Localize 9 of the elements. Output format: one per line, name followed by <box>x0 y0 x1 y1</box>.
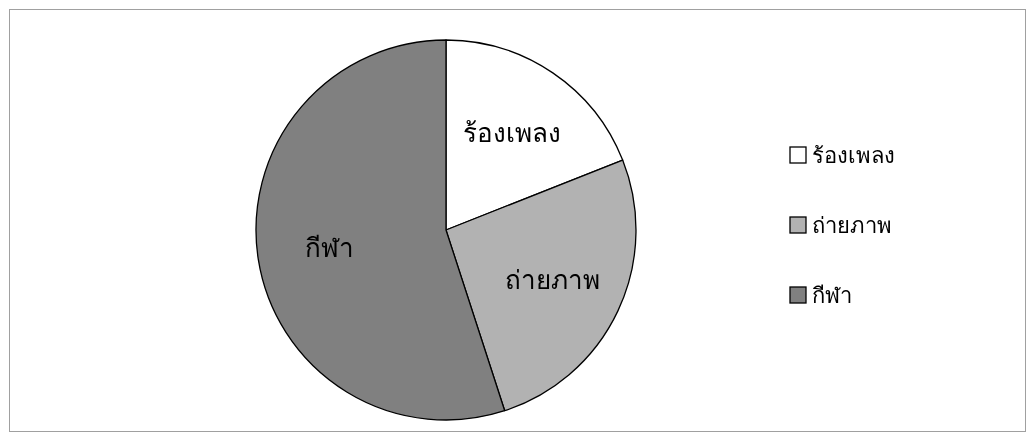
legend-item: ถ่ายภาพ <box>789 213 892 238</box>
legend-label: ถ่ายภาพ <box>812 213 892 238</box>
legend-label: กีฬา <box>812 283 852 308</box>
slice-label: ร้องเพลง <box>463 117 562 148</box>
slice-label: ถ่ายภาพ <box>505 265 601 296</box>
slice-label: กีฬา <box>305 233 355 264</box>
legend-item: กีฬา <box>789 283 852 308</box>
legend-label: ร้องเพลง <box>812 143 895 168</box>
legend-item: ร้องเพลง <box>789 143 895 168</box>
